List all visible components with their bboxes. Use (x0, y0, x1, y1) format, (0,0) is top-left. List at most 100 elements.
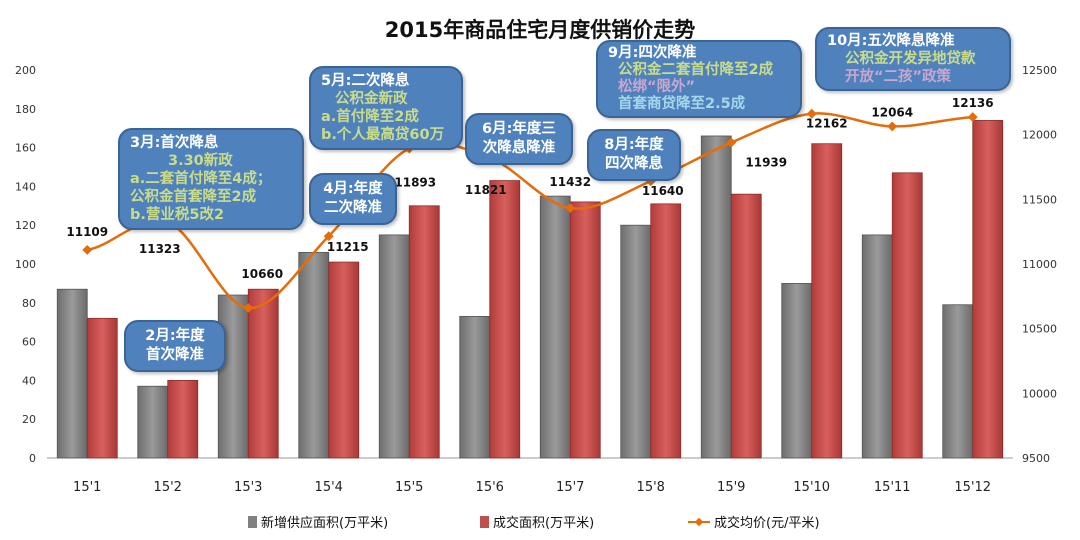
callout-title: 4月:年度 (323, 181, 383, 197)
callout-line: 3.30新政 (168, 153, 233, 169)
y-right-tick: 11500 (1022, 193, 1057, 206)
callout-title: 8月:年度 (604, 137, 664, 153)
callout-title: 10月:五次降息降准 (827, 33, 955, 49)
callout-line: b.营业税5改2 (130, 207, 225, 223)
x-tick-label: 15'5 (395, 480, 423, 495)
price-label: 11893 (394, 176, 436, 190)
y-left-tick: 200 (15, 64, 36, 77)
x-tick-label: 15'12 (954, 480, 991, 495)
callout-title: 3月:首次降息 (130, 135, 219, 151)
y-left-tick: 40 (22, 374, 36, 387)
price-point (726, 137, 737, 148)
price-label: 11432 (549, 175, 591, 189)
y-left-tick: 80 (22, 297, 36, 310)
legend-swatch (248, 515, 257, 528)
x-tick-label: 15'8 (637, 480, 665, 495)
bar-sales (811, 143, 843, 459)
callout-line: 四次降息 (605, 156, 663, 172)
y-left-tick: 100 (15, 258, 36, 271)
callout-may: 5月:二次降息 公积金新政 a.首付降至2成 b.个人最高贷60万 (309, 66, 463, 150)
bar-supply (539, 195, 571, 459)
bar-sales (569, 201, 601, 459)
bar-sales (328, 261, 360, 459)
y-right-tick: 9500 (1022, 452, 1050, 465)
callout-feb: 2月:年度 首次降准 (124, 320, 226, 372)
price-label: 12162 (806, 117, 848, 131)
callout-line: a.二套首付降至4成； (130, 171, 272, 187)
callout-line: a.首付降至2成 (321, 109, 419, 125)
bar-supply (56, 288, 88, 459)
legend-label: 成交面积(万平米) (493, 516, 595, 531)
y-left-tick: 180 (15, 103, 36, 116)
y-left-tick: 120 (15, 219, 36, 232)
callout-line: 首次降准 (146, 347, 204, 363)
price-point (565, 203, 576, 214)
price-label: 11323 (139, 242, 181, 256)
callout-title: 9月:四次降准 (608, 45, 697, 61)
x-tick-label: 15'10 (793, 480, 830, 495)
bar-sales (167, 379, 199, 459)
y-right-tick: 10500 (1022, 323, 1057, 336)
callout-apr: 4月:年度 二次降准 (309, 173, 397, 225)
bar-sales (972, 120, 1004, 459)
y-left-tick: 0 (29, 452, 36, 465)
bar-sales (489, 180, 521, 459)
bar-supply (700, 135, 732, 459)
price-point (967, 112, 978, 123)
bar-sales (247, 288, 279, 459)
callout-oct: 10月:五次降息降准 公积金开发异地贷款 开放“二孩”政策 (815, 27, 1011, 91)
price-label: 11821 (465, 183, 507, 197)
price-label: 12064 (871, 105, 913, 119)
price-point (887, 121, 898, 132)
chart-title: 2015年商品住宅月度供销价走势 (384, 18, 696, 42)
callout-line: 公积金开发异地贷款 (845, 51, 976, 67)
bar-supply (620, 224, 652, 459)
price-label: 11215 (327, 240, 369, 254)
legend-label: 成交均价(元/平米) (714, 516, 820, 531)
y-left-tick: 20 (22, 413, 36, 426)
y-left-tick: 60 (22, 336, 36, 349)
legend-price: 成交均价(元/平米) (688, 512, 820, 531)
x-tick-label: 15'3 (234, 480, 262, 495)
callout-line: 开放“二孩”政策 (845, 69, 952, 85)
price-point (323, 231, 334, 242)
price-point (82, 244, 93, 255)
bar-sales (650, 203, 682, 459)
bar-supply (298, 251, 330, 459)
y-right-tick: 10000 (1022, 387, 1057, 400)
price-label: 12136 (952, 96, 994, 110)
callout-line: b.个人最高贷60万 (321, 127, 445, 143)
price-label: 11640 (642, 184, 684, 198)
price-label: 11939 (745, 156, 787, 170)
callout-line: 公积金二套首付降至2成 (618, 62, 774, 78)
callout-line: 首套商贷降至2.5成 (618, 96, 746, 112)
callout-jun: 6月:年度三 次降息降准 (465, 113, 573, 165)
legend-supply: 新增供应面积(万平米) (248, 512, 388, 531)
bar-supply (137, 385, 169, 459)
callout-aug: 8月:年度 四次降息 (587, 129, 681, 181)
y-left-tick: 160 (15, 142, 36, 155)
x-tick-label: 15'7 (556, 480, 584, 495)
callout-line: 二次降准 (324, 200, 382, 216)
legend-line-icon (688, 517, 710, 526)
legend-sales: 成交面积(万平米) (480, 512, 594, 531)
x-tick-label: 15'4 (315, 480, 343, 495)
bar-supply (378, 234, 410, 459)
bar-supply (942, 304, 974, 459)
bar-supply (861, 234, 893, 459)
x-tick-label: 15'6 (476, 480, 504, 495)
x-tick-label: 15'2 (154, 480, 182, 495)
callout-title: 5月:二次降息 (321, 73, 410, 89)
x-tick-label: 15'11 (874, 480, 911, 495)
callout-title: 2月:年度 (145, 328, 205, 344)
bar-sales (408, 205, 440, 459)
price-point (806, 108, 817, 119)
x-tick-label: 15'9 (717, 480, 745, 495)
bar-supply (459, 315, 491, 459)
bar-sales (730, 193, 762, 459)
callout-mar: 3月:首次降息 3.30新政 a.二套首付降至4成； 公积金首套降至2成 b.营… (118, 128, 304, 230)
y-right-tick: 11000 (1022, 258, 1057, 271)
callout-title: 6月:年度三 (482, 121, 556, 137)
